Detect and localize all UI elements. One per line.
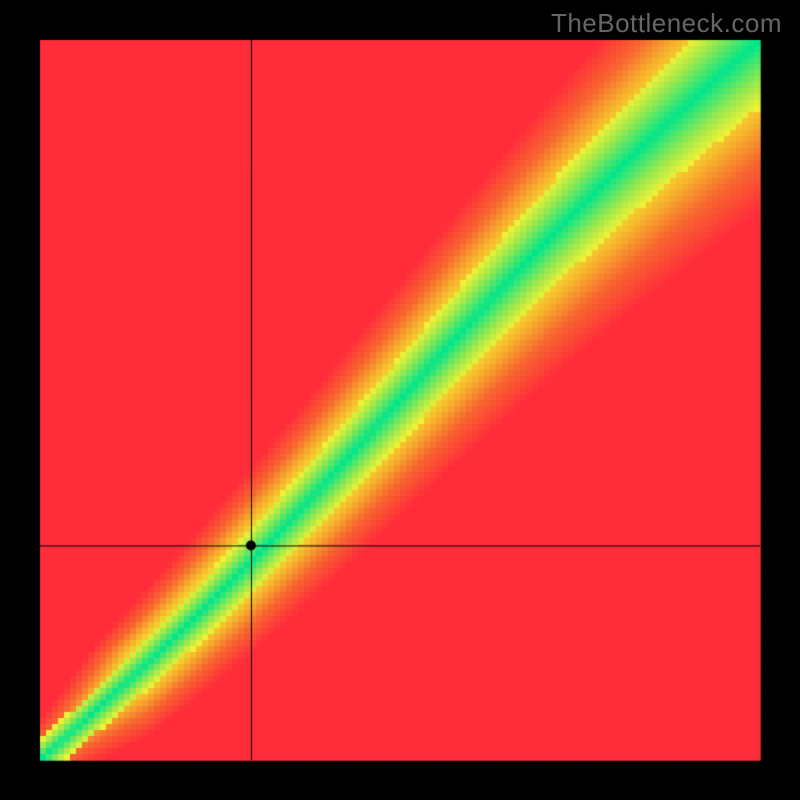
bottleneck-heatmap xyxy=(0,0,800,800)
watermark-text: TheBottleneck.com xyxy=(551,8,782,39)
